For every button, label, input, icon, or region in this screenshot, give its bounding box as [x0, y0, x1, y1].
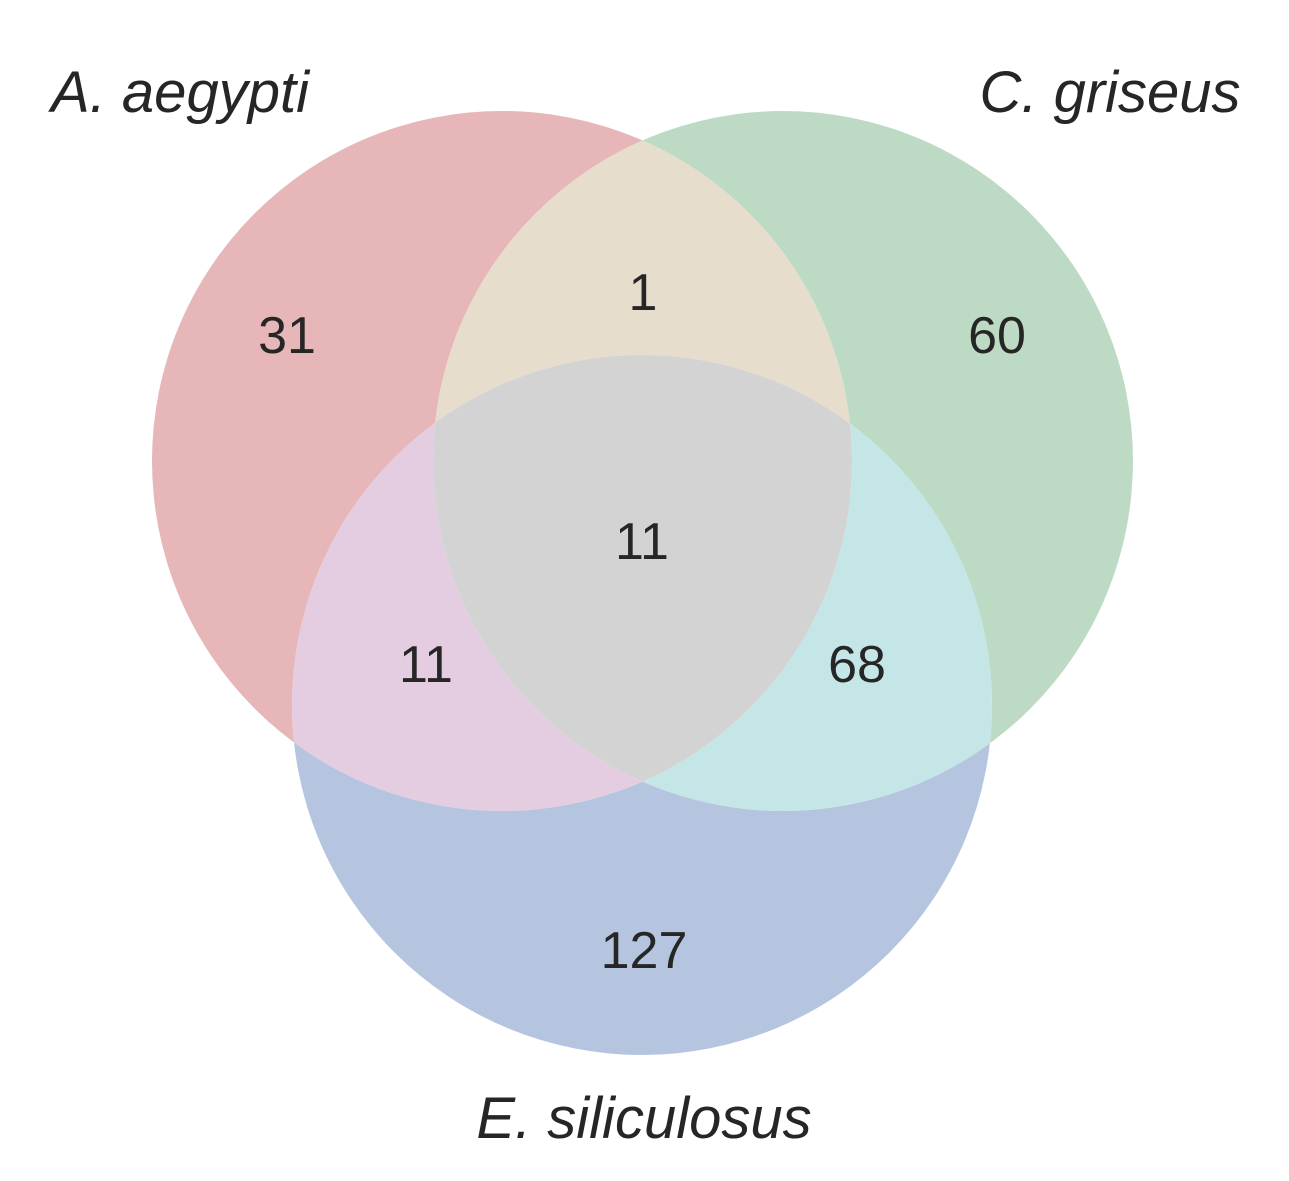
count-a-only: 31: [258, 307, 316, 365]
count-bc: 68: [828, 636, 886, 694]
set-label-a: A. aegypti: [48, 60, 311, 125]
count-ac: 11: [399, 636, 453, 694]
set-label-b: C. griseus: [979, 60, 1240, 125]
count-abc: 11: [615, 513, 669, 571]
count-b-only: 60: [968, 307, 1026, 365]
region-abc: [433, 355, 852, 811]
count-ab: 1: [629, 264, 658, 322]
count-c-only: 127: [601, 922, 688, 980]
set-label-c: E. siliculosus: [476, 1086, 811, 1151]
